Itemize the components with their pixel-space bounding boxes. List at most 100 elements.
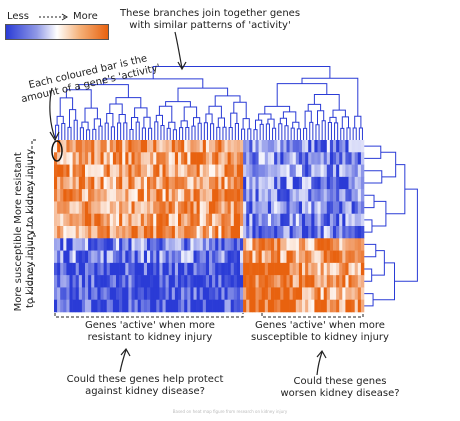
- heatmap-cell: [230, 189, 235, 202]
- heatmap-cell: [199, 299, 204, 313]
- heatmap-cell: [326, 275, 331, 288]
- heatmap-cell: [212, 176, 216, 190]
- heatmap-cell: [329, 189, 334, 202]
- heatmap-cell: [128, 213, 132, 227]
- heatmap-cells: [54, 140, 365, 313]
- heatmap-cell: [54, 275, 58, 288]
- heatmap-cell: [205, 226, 210, 239]
- heatmap-cell: [246, 176, 250, 190]
- heatmap-cell: [233, 189, 238, 202]
- heatmap-cell: [286, 299, 290, 313]
- heatmap-cell: [243, 152, 247, 165]
- heatmap-cell: [153, 164, 157, 178]
- heatmap-cell: [156, 164, 160, 178]
- heatmap-cell: [112, 250, 117, 264]
- heatmap-cell: [221, 213, 225, 227]
- heatmap-cell: [305, 201, 309, 215]
- heatmap-cell: [106, 213, 111, 227]
- heatmap-cell: [264, 201, 269, 215]
- heatmap-cell: [302, 226, 306, 239]
- dendrogram-branch: [315, 124, 320, 140]
- heatmap-cell: [261, 152, 266, 165]
- heatmap-cell: [342, 164, 346, 178]
- heatmap-cell: [75, 140, 80, 153]
- heatmap-cell: [333, 140, 337, 153]
- heatmap-cell: [311, 299, 315, 313]
- heatmap-cell: [252, 164, 256, 178]
- heatmap-cell: [354, 299, 359, 313]
- heatmap-cell: [122, 164, 126, 178]
- dendrogram-branch: [301, 77, 359, 117]
- heatmap-cell: [233, 287, 238, 301]
- heatmap-cell: [187, 176, 191, 190]
- heatmap-cell: [143, 238, 148, 251]
- heatmap-cell: [78, 176, 83, 190]
- branches-arrow: [174, 31, 183, 69]
- dendrogram-branch: [93, 118, 101, 130]
- heatmap-cell: [317, 189, 321, 202]
- heatmap-cell: [72, 189, 76, 202]
- heatmap-cell: [85, 140, 89, 153]
- heatmap-cell: [277, 250, 281, 264]
- heatmap-cell: [298, 262, 303, 276]
- heatmap-cell: [283, 287, 287, 301]
- heatmap-cell: [342, 275, 346, 288]
- heatmap-cell: [274, 213, 278, 227]
- heatmap-cell: [212, 287, 216, 301]
- heatmap-cell: [94, 299, 98, 313]
- heatmap-cell: [326, 176, 331, 190]
- heatmap-cell: [317, 140, 321, 153]
- heatmap-cell: [264, 226, 269, 239]
- heatmap-cell: [224, 164, 228, 178]
- heatmap-cell: [156, 287, 160, 301]
- heatmap-cell: [240, 238, 244, 251]
- heatmap-cell: [187, 275, 191, 288]
- heatmap-cell: [165, 189, 169, 202]
- heatmap-cell: [125, 152, 129, 165]
- heatmap-cell: [85, 213, 89, 227]
- heatmap-cell: [295, 189, 300, 202]
- heatmap-cell: [354, 213, 359, 227]
- heatmap-cell: [277, 287, 281, 301]
- heatmap-cell: [258, 226, 262, 239]
- heatmap-cell: [54, 250, 58, 264]
- heatmap-cell: [63, 213, 67, 227]
- heatmap-cell: [140, 299, 145, 313]
- heatmap-cell: [255, 299, 259, 313]
- heatmap-cell: [323, 299, 328, 313]
- heatmap-cell: [159, 201, 163, 215]
- heatmap-cell: [128, 140, 132, 153]
- heatmap-cell: [66, 140, 70, 153]
- heatmap-cell: [97, 201, 101, 215]
- dendrogram-branch: [230, 112, 238, 128]
- activity-color-legend: [5, 24, 109, 40]
- heatmap-cell: [85, 201, 89, 215]
- bar-arrowhead: [49, 131, 60, 142]
- heatmap-cell: [292, 152, 297, 165]
- heatmap-cell: [249, 262, 253, 276]
- heatmap-cell: [196, 226, 200, 239]
- heatmap-cell: [357, 226, 362, 239]
- heatmap-cell: [97, 238, 101, 251]
- heatmap-cell: [345, 287, 349, 301]
- heatmap-cell: [156, 152, 160, 165]
- heatmap-cell: [202, 189, 207, 202]
- heatmap-cell: [311, 176, 315, 190]
- heatmap-cell: [243, 164, 247, 178]
- heatmap-cell: [292, 250, 297, 264]
- heatmap-cell: [184, 275, 188, 288]
- heatmap-cell: [122, 189, 126, 202]
- heatmap-cell: [305, 250, 309, 264]
- dendrogram-branch: [304, 110, 312, 129]
- heatmap-cell: [153, 262, 157, 276]
- dendrogram-branch: [92, 128, 97, 140]
- heatmap-cell: [267, 238, 272, 251]
- heatmap-cell: [218, 238, 222, 251]
- heatmap-cell: [215, 226, 219, 239]
- dendrogram-branch: [78, 84, 129, 98]
- heatmap-cell: [162, 189, 166, 202]
- heatmap-cell: [112, 275, 117, 288]
- heatmap-cell: [289, 262, 293, 276]
- heatmap-cell: [267, 226, 272, 239]
- heatmap-cell: [286, 164, 290, 178]
